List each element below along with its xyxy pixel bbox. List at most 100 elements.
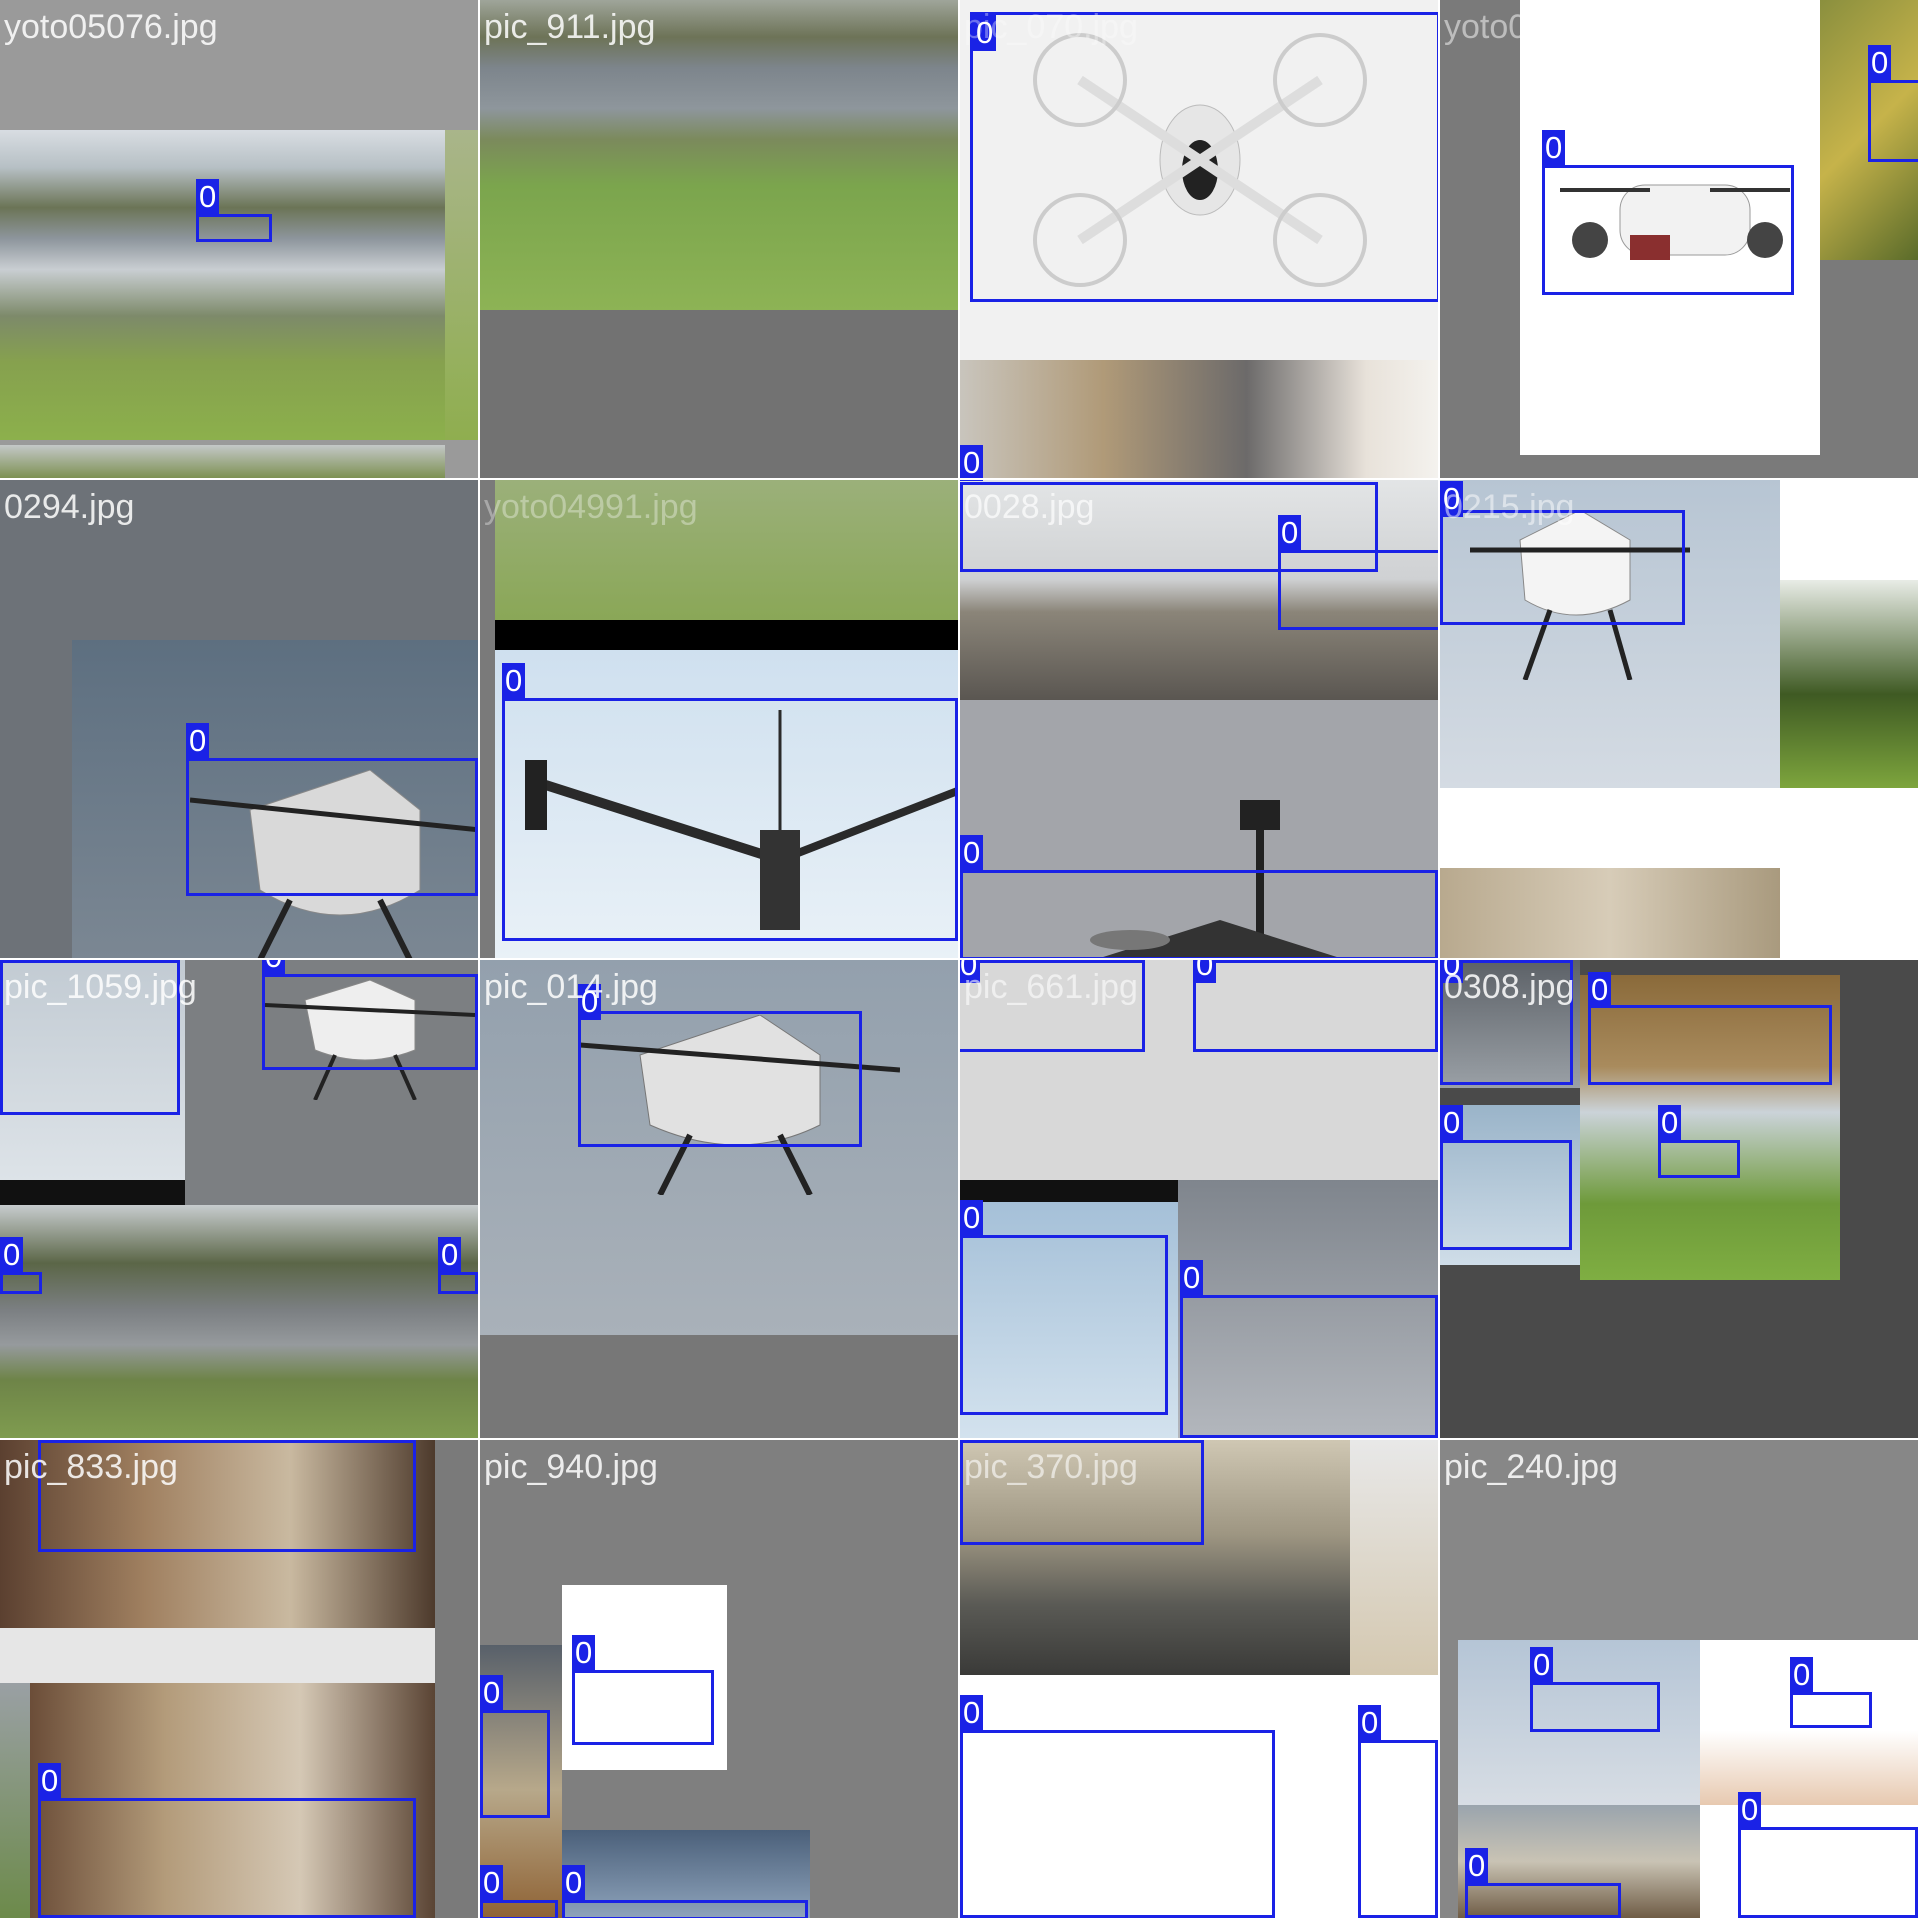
- tile-filename: 0028.jpg: [964, 488, 1095, 526]
- tile-filename: pic_661.jpg: [964, 968, 1138, 1006]
- office-photo: [1458, 1805, 1700, 1918]
- class-label: 0: [186, 723, 210, 759]
- drone-icon: [580, 1015, 900, 1195]
- mosaic-tile: 0 0 0 0 pic_661.jpg: [960, 960, 1438, 1438]
- desk-photo: [1350, 1440, 1438, 1675]
- class-label: 0: [1440, 481, 1464, 517]
- class-label: 0: [480, 1865, 504, 1901]
- class-label: 0: [38, 1763, 62, 1799]
- grid-line: [0, 478, 1920, 480]
- class-label: 0: [1440, 960, 1464, 983]
- landscape-photo: [960, 480, 1438, 700]
- sky-photo: [480, 960, 958, 1335]
- tile-filename: yoto04991.jpg: [484, 488, 698, 526]
- tile-filename: pic_940.jpg: [484, 1448, 658, 1486]
- office-photo: [960, 360, 1438, 478]
- bounding-box: 0: [38, 1440, 416, 1552]
- tile-filename: pic_070.jpg: [964, 8, 1138, 46]
- bounding-box: 0: [1193, 960, 1438, 1052]
- sky-photo: [960, 1202, 1178, 1438]
- mosaic-tile: 0 0 0 0028.jpg: [960, 480, 1438, 958]
- tile-filename: pic_014.jpg: [484, 968, 658, 1006]
- tile-filename: pic_833.jpg: [4, 1448, 178, 1486]
- bounding-box: 0: [1738, 1792, 1918, 1918]
- drone-icon: [525, 710, 958, 930]
- class-label: 0: [502, 663, 526, 699]
- lake-scene: [0, 1205, 478, 1438]
- tile-filename: yoto05163.jpg: [1444, 8, 1658, 46]
- bounding-box: 0: [970, 12, 1438, 302]
- drone-photo: [1440, 960, 1580, 1088]
- class-label: 0: [960, 480, 984, 481]
- grid-line: [478, 0, 480, 1920]
- bounding-box: 0: [0, 960, 180, 1115]
- sky-photo: [495, 650, 958, 958]
- black-band: [495, 620, 958, 650]
- class-label: 0: [1868, 45, 1892, 81]
- bounding-box: 0: [262, 960, 478, 1070]
- mosaic-tile: 0 0 yoto05163.jpg: [1440, 0, 1918, 478]
- class-label: 0: [1180, 1260, 1204, 1296]
- class-label: 0: [960, 445, 984, 478]
- bounding-box: 0: [1440, 481, 1685, 625]
- tile-filename: yoto05076.jpg: [4, 8, 218, 46]
- mosaic-tile: 0 0 0 0 pic_240.jpg: [1440, 1440, 1918, 1918]
- bounding-box: 0: [502, 663, 958, 941]
- mosaic-tile: pic_911.jpg: [480, 0, 958, 478]
- bounding-box: 0: [1278, 515, 1438, 630]
- bounding-box: 0: [1465, 1848, 1621, 1918]
- class-label: 0: [1542, 130, 1566, 166]
- mosaic-tile: 0 0 pic_833.jpg: [0, 1440, 478, 1918]
- bounding-box: 0: [480, 1675, 550, 1818]
- tile-filename: 0308.jpg: [1444, 968, 1575, 1006]
- black-band: [0, 1180, 185, 1205]
- bounding-box: 0: [1180, 1260, 1438, 1438]
- tile-filename: 0215.jpg: [1444, 488, 1575, 526]
- bounding-box: 0: [578, 984, 862, 1147]
- grass-field: [495, 480, 958, 620]
- lake-scene: [480, 0, 958, 310]
- grid-line: [0, 1438, 1920, 1440]
- indoor-photo: [0, 1440, 435, 1628]
- bounding-box: 0: [438, 1237, 478, 1294]
- class-label: 0: [0, 960, 24, 961]
- class-label: 0: [1738, 1792, 1762, 1828]
- grass-strip: [445, 130, 478, 440]
- tile-filename: 0294.jpg: [4, 488, 135, 526]
- mosaic-tile: 0 0215.jpg: [1440, 480, 1918, 958]
- bounding-box: 0: [960, 960, 1145, 1052]
- class-label: 0: [578, 984, 602, 1020]
- class-label: 0: [480, 1675, 504, 1711]
- sky-photo: [562, 1830, 810, 1918]
- bounding-box: 0: [960, 1200, 1168, 1415]
- class-label: 0: [1440, 1105, 1464, 1141]
- drone-icon: [1090, 800, 1340, 958]
- bounding-box: 0: [960, 835, 1438, 958]
- drone-icon: [1470, 510, 1690, 680]
- grid-line: [0, 958, 1920, 960]
- class-label: 0: [1358, 1705, 1382, 1741]
- bounding-box: 0: [1588, 972, 1832, 1085]
- mosaic-tile: 0 0294.jpg: [0, 480, 478, 958]
- mosaic-tile: 0 0 pic_070.jpg: [960, 0, 1438, 478]
- sky-photo: [72, 640, 478, 958]
- mosaic-tile: 0 yoto05076.jpg: [0, 0, 478, 478]
- class-label: 0: [262, 960, 286, 975]
- lake-strip: [0, 1683, 30, 1918]
- class-label: 0: [1658, 1105, 1682, 1141]
- class-label: 0: [1465, 1848, 1489, 1884]
- class-label: 0: [1278, 515, 1302, 551]
- lake-scene: [0, 130, 445, 440]
- grass-photo: [1780, 580, 1918, 788]
- bounding-box: 0: [38, 1763, 416, 1918]
- wood-photo: [1440, 868, 1780, 958]
- drone-icon: [190, 770, 478, 958]
- class-label: 0: [196, 179, 220, 215]
- class-label: 0: [973, 15, 997, 51]
- mosaic-tile: 0 0 0 0 0308.jpg: [1440, 960, 1918, 1438]
- mosaic-tile: 0 0 0 pic_370.jpg: [960, 1440, 1438, 1918]
- tile-filename: pic_370.jpg: [964, 1448, 1138, 1486]
- bounding-box: 0: [572, 1635, 714, 1745]
- class-label: 0: [960, 1440, 984, 1441]
